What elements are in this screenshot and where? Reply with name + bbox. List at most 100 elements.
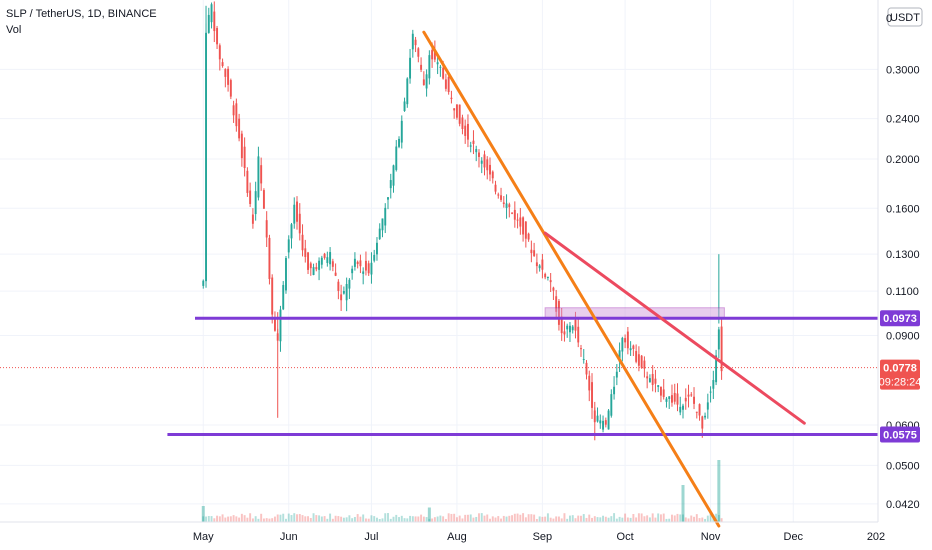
volume-bar (351, 518, 354, 522)
volume-bar (453, 513, 456, 522)
symbol-line: SLP / TetherUS, 1D, BINANCE (6, 8, 157, 20)
candle-body (218, 45, 221, 60)
price-axis[interactable]: 0.3000 0.2400 0.2000 0.1600 0.1300 0.1100 0.09… (877, 0, 920, 522)
volume-bar (519, 514, 522, 522)
volume-bar (400, 515, 403, 522)
candle-body (668, 396, 671, 399)
volume-bar (376, 517, 378, 522)
support-price-tag-bg (880, 426, 920, 443)
candle-body (599, 420, 602, 424)
volume-bar (593, 516, 596, 522)
candle-body (461, 117, 464, 129)
candle-body (679, 406, 682, 413)
candle-body (351, 268, 354, 274)
volume-bar (249, 513, 252, 522)
volume-bar (648, 517, 651, 522)
candle-body (431, 50, 434, 60)
volume-bar (229, 516, 232, 522)
volume-bar (450, 513, 453, 522)
volume-bar (202, 516, 205, 522)
candle-body (315, 267, 318, 270)
volume-bar (431, 518, 434, 522)
volume-bar (207, 516, 210, 522)
volume-bar (458, 515, 461, 522)
countdown-text: 09:28:24 (879, 377, 922, 389)
candle-body (411, 33, 414, 50)
candle-body (406, 78, 409, 105)
candle-body (312, 267, 315, 275)
volume-bar (610, 516, 613, 522)
candles (202, 1, 723, 441)
volume-label: Vol (6, 24, 22, 36)
volume-bar (582, 514, 585, 522)
time-axis[interactable]: May Jun Jul Aug Sep Oct Nov Dec 202 (0, 521, 885, 543)
last-price-tag-bg (880, 359, 920, 390)
candle-body (588, 375, 591, 391)
volume-bar (260, 513, 263, 522)
volume-bar (497, 516, 500, 522)
candle-body (717, 329, 720, 350)
volume-bar (577, 515, 580, 522)
volume-bar (276, 514, 279, 522)
candle-body (544, 273, 547, 278)
volume-bar (596, 517, 599, 522)
volume-bar (406, 518, 409, 522)
volume-bars (201, 460, 723, 522)
trendline-red (543, 231, 806, 425)
volume-bar (309, 517, 312, 522)
volume-bar (588, 514, 591, 522)
volume-bar (340, 516, 343, 522)
candle-body (596, 415, 599, 422)
candle-body (455, 104, 458, 118)
volume-bar (549, 517, 552, 522)
volume-bar (279, 514, 282, 522)
candle-body (387, 197, 389, 200)
drawings[interactable] (167, 30, 878, 528)
candle-body (643, 360, 646, 369)
volume-bar (662, 513, 665, 522)
candle-body (541, 259, 544, 270)
volume-bar (447, 513, 450, 522)
time-tick-label: Jun (280, 531, 298, 543)
candle-body (673, 392, 676, 402)
price-tick-label: 0.0900 (886, 330, 920, 342)
volume-bar (668, 518, 671, 522)
volume-bar (599, 517, 602, 522)
volume-spike (201, 506, 205, 522)
candle-body (491, 171, 494, 179)
volume-bar (356, 514, 359, 522)
candle-body (671, 395, 673, 403)
volume-bar (637, 513, 640, 522)
candle-body (238, 118, 241, 139)
candle-body (546, 276, 549, 278)
candle-body (329, 252, 332, 265)
volume-bar (428, 518, 431, 522)
candle-body (210, 4, 213, 23)
candle-body (400, 120, 403, 143)
candle-body (626, 331, 629, 349)
candle-body (309, 263, 312, 269)
candle-body (359, 260, 362, 267)
volume-bar (516, 513, 519, 522)
volume-bar (566, 518, 569, 522)
volume-bar (296, 514, 298, 522)
price-tags: 0.0973 0.0575 0.0778 09:28:24 (879, 310, 922, 443)
currency-badge[interactable]: USDT (887, 7, 923, 27)
time-tick-label: Aug (447, 531, 467, 543)
candle-body (381, 218, 384, 231)
volume-bar (615, 518, 618, 522)
candle-body (511, 212, 514, 214)
volume-bar (293, 513, 296, 522)
candle-body (682, 405, 684, 410)
candle-body (342, 291, 345, 294)
volume-bar (574, 518, 577, 522)
candle-body (202, 280, 205, 286)
volume-bar (290, 515, 293, 522)
candle-body (659, 386, 662, 396)
volume-bar (684, 517, 687, 522)
volume-bar (403, 518, 406, 522)
volume-bar (425, 517, 428, 522)
candle-body (287, 239, 290, 253)
volume-bar (508, 515, 511, 522)
